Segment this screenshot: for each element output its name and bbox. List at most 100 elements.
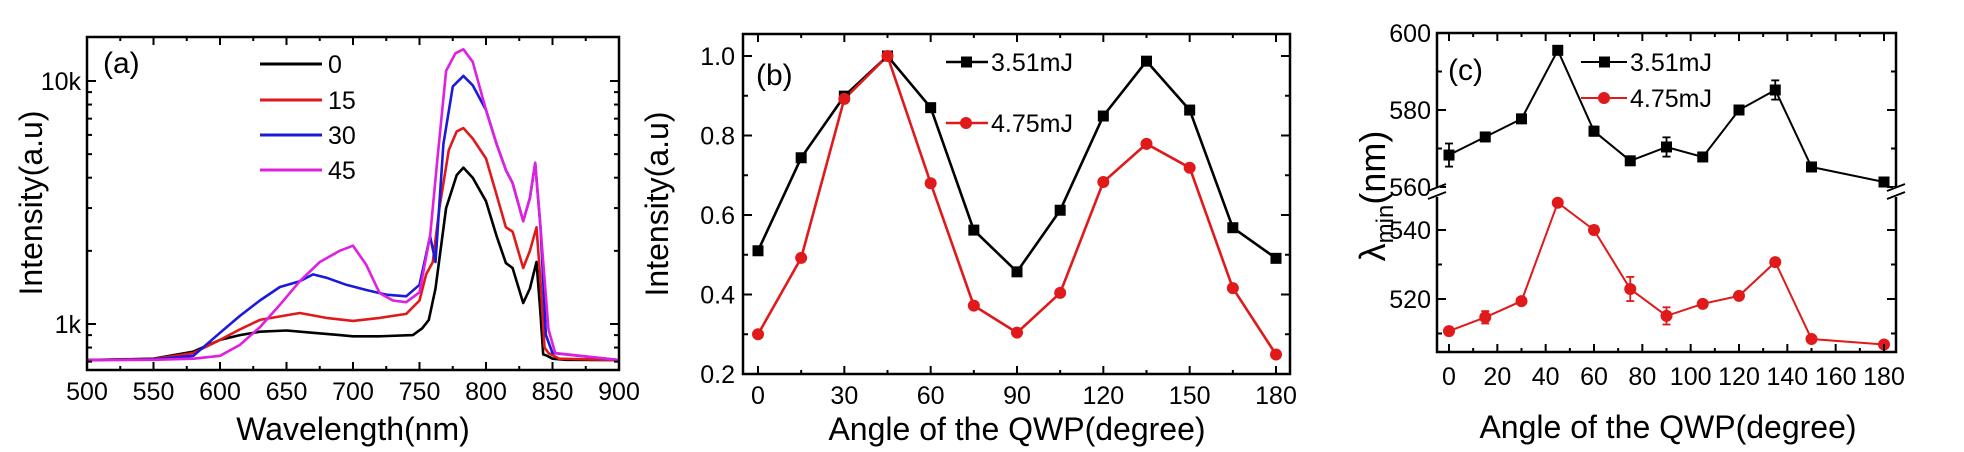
axis-break-mark [1427, 191, 1447, 200]
data-point [1097, 176, 1110, 189]
data-point [1733, 104, 1745, 116]
y-tick-label: 520 [1389, 286, 1431, 314]
panel-b-frame [741, 32, 1292, 376]
data-point [1661, 141, 1672, 153]
panel-a-label: (a) [103, 47, 140, 80]
x-tick-label: 750 [399, 378, 441, 406]
data-point [1515, 295, 1528, 308]
legend-label: 3.51mJ [991, 49, 1073, 77]
panel-b-ylabel: Intensity(a.u) [639, 112, 675, 297]
y-tick-label: 1k [55, 311, 82, 339]
data-point [1552, 44, 1564, 56]
data-point [1011, 266, 1023, 278]
data-point [752, 245, 764, 257]
data-point [838, 92, 851, 105]
panel-c-legend: 3.51mJ 4.75mJ [1581, 49, 1712, 113]
legend-marker [1599, 56, 1610, 68]
legend-marker [1598, 92, 1610, 104]
panel-a: 500 550 600 650 700 750 800 850 900 1k 10k (a) 0 15… [13, 35, 640, 447]
series-line-0 [86, 166, 620, 362]
x-tick-label: 30 [830, 382, 858, 410]
x-tick-label: 900 [598, 378, 640, 406]
legend-label: 4.75mJ [991, 110, 1073, 138]
data-point [1551, 196, 1564, 209]
x-tick-label: 500 [66, 378, 108, 406]
data-point [1588, 125, 1600, 137]
panel-b: 0 30 60 90 120 150 180 0.2 0.4 0.6 0.8 1.0 (b) 3.51… [639, 32, 1297, 447]
x-tick-label: 180 [1255, 382, 1297, 410]
x-tick-label: 140 [1766, 363, 1808, 391]
axis-break-mark [1886, 191, 1906, 200]
panel-a-ticks: 500 550 600 650 700 750 800 850 900 1k 10k [41, 37, 640, 406]
x-tick-label: 0 [751, 382, 765, 410]
data-point [752, 328, 764, 341]
ylabel-lambda: λ [1352, 243, 1393, 261]
panel-c-ticks: 0 20 40 60 80 100 120 140 160 180 520 540 560 580 600 [1389, 20, 1906, 391]
panel-c-series [1443, 44, 1890, 351]
x-tick-label: 700 [332, 378, 374, 406]
data-point [1769, 256, 1782, 269]
x-tick-label: 80 [1628, 363, 1656, 391]
axis-break-mark [1886, 183, 1906, 192]
legend-label: 0 [328, 51, 342, 79]
data-point [1516, 113, 1527, 125]
panel-a-legend: 0 15 30 45 [260, 51, 356, 185]
legend-marker [960, 117, 972, 129]
y-tick-label: 10k [41, 68, 82, 96]
data-point [1769, 84, 1781, 96]
panel-c: 0 20 40 60 80 100 120 140 160 180520540560580600 … [1352, 20, 1906, 445]
panel-b-xlabel: Angle of the QWP(degree) [828, 411, 1205, 447]
panel-b-legend: 3.51mJ 4.75mJ [946, 49, 1073, 138]
panel-b-series [752, 50, 1282, 361]
ylabel-subscript: min [1372, 205, 1399, 244]
data-point [1624, 282, 1637, 295]
panel-a-curves [86, 48, 620, 362]
series-line-15 [86, 126, 620, 362]
y-tick-label: 0.2 [700, 361, 735, 389]
data-point [925, 102, 937, 114]
data-point [1054, 204, 1066, 216]
legend-marker [961, 56, 972, 68]
legend-label: 30 [328, 122, 356, 150]
x-tick-label: 60 [1580, 363, 1608, 391]
data-point [924, 177, 937, 190]
y-tick-label: 0.8 [700, 123, 735, 151]
data-point [1097, 110, 1109, 122]
axis-break-mark [1427, 183, 1447, 192]
data-point [1660, 309, 1673, 322]
panel-c-xlabel: Angle of the QWP(degree) [1479, 409, 1856, 445]
panel-a-xlabel: Wavelength(nm) [236, 411, 470, 447]
x-tick-label: 150 [1169, 382, 1211, 410]
data-point [1443, 325, 1455, 338]
x-tick-label: 180 [1863, 363, 1905, 391]
data-point [795, 251, 808, 264]
series-line-3.51mJ [1448, 48, 1885, 183]
series-line-4.75mJ [756, 53, 1278, 356]
x-tick-label: 850 [532, 378, 574, 406]
y-tick-label: 1.0 [700, 43, 735, 71]
x-tick-label: 0 [1442, 363, 1456, 391]
legend-label: 3.51mJ [1630, 49, 1712, 77]
x-tick-label: 90 [1003, 382, 1031, 410]
data-point [1624, 155, 1636, 167]
y-tick-label: 600 [1389, 20, 1431, 48]
legend-label: 4.75mJ [1630, 85, 1712, 113]
data-point [968, 224, 980, 236]
axis-break-gap [1434, 187, 1440, 197]
y-tick-label: 0.4 [700, 282, 735, 310]
y-tick-label: 580 [1389, 97, 1431, 125]
y-tick-label: 0.6 [700, 202, 735, 230]
data-point [1696, 297, 1709, 310]
data-point [1140, 137, 1153, 150]
data-point [795, 152, 807, 164]
data-point [1270, 348, 1282, 361]
data-point [1878, 176, 1890, 188]
panel-a-ylabel: Intensity(a.u) [13, 111, 49, 296]
series-line-3.51mJ [756, 54, 1277, 274]
x-tick-label: 800 [465, 378, 507, 406]
data-point [1479, 131, 1491, 143]
x-tick-label: 100 [1670, 363, 1712, 391]
panel-b-ticks: 0 30 60 90 120 150 180 0.2 0.4 0.6 0.8 1.0 [700, 34, 1297, 410]
panel-b-label: (b) [756, 59, 793, 92]
data-point [1805, 333, 1818, 346]
